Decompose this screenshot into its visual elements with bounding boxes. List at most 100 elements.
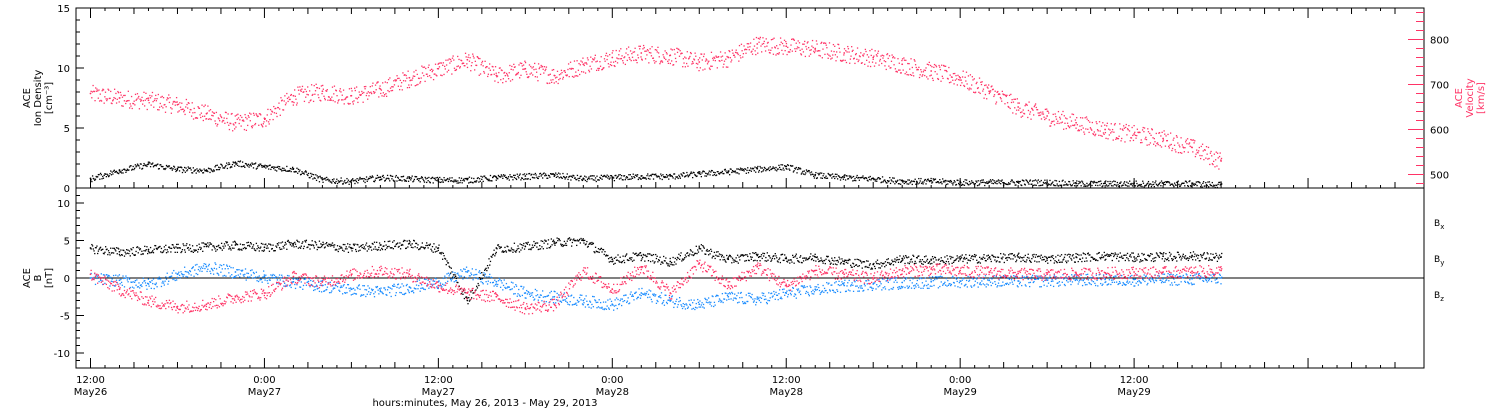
bx-series-sample: [555, 242, 557, 244]
bx-series-sample: [442, 252, 445, 255]
velocity-series-sample: [123, 100, 126, 102]
density-series-sample: [1190, 185, 1192, 188]
density-series-sample: [502, 174, 505, 176]
bx-series-sample: [399, 248, 402, 250]
velocity-series-sample: [755, 36, 758, 39]
density-series-sample: [615, 177, 618, 179]
density-series-sample: [705, 175, 708, 177]
velocity-series-sample: [946, 77, 949, 80]
density-series-sample: [1000, 180, 1003, 182]
velocity-series-sample: [312, 100, 315, 103]
velocity-series-sample: [982, 88, 985, 90]
velocity-series-sample: [876, 55, 878, 57]
density-series-sample: [1220, 181, 1222, 183]
bx-series-sample: [176, 251, 179, 253]
density-series-sample: [1063, 184, 1066, 186]
velocity-series-sample: [697, 59, 700, 61]
density-series-sample: [753, 170, 755, 172]
bx-series-sample: [362, 247, 365, 250]
velocity-series-sample: [308, 101, 310, 104]
density-series-sample: [1129, 180, 1131, 182]
bx-series-sample: [313, 247, 316, 249]
density-series-sample: [434, 177, 436, 180]
density-series-sample: [257, 165, 259, 168]
bx-series-sample: [681, 260, 683, 262]
velocity-series-sample: [157, 93, 159, 96]
velocity-series-sample: [1143, 131, 1145, 133]
velocity-series-sample: [980, 81, 982, 83]
bx-series-sample: [170, 251, 172, 253]
bx-series-sample: [595, 250, 597, 252]
velocity-series-sample: [1215, 151, 1217, 153]
velocity-series-sample: [92, 84, 94, 87]
velocity-series-sample: [410, 84, 413, 86]
density-series-sample: [624, 179, 626, 181]
velocity-series-sample: [892, 57, 894, 59]
bx-series-sample: [594, 252, 596, 254]
density-series-sample: [122, 172, 124, 174]
density-series-sample: [174, 168, 176, 171]
velocity-series-sample: [917, 69, 919, 71]
velocity-series-sample: [98, 89, 100, 91]
density-series-sample: [351, 179, 353, 181]
density-series-sample: [445, 179, 447, 181]
velocity-series-sample: [1023, 113, 1026, 115]
velocity-series-point: [698, 61, 701, 63]
velocity-series-sample: [1032, 109, 1034, 111]
density-series-sample: [323, 178, 325, 180]
density-series-sample: [786, 164, 789, 166]
density-series-sample: [877, 176, 879, 179]
velocity-series-sample: [973, 78, 975, 80]
bx-series-sample: [867, 260, 869, 262]
density-series-sample: [870, 179, 872, 181]
bx-series-sample: [628, 257, 631, 259]
bx-series-sample: [724, 260, 726, 262]
density-series-sample: [294, 170, 297, 173]
bx-series-sample: [185, 244, 187, 247]
density-series-sample: [1143, 186, 1145, 188]
bx-series-sample: [139, 248, 142, 250]
bx-series-sample: [416, 247, 418, 249]
density-series-sample: [512, 179, 514, 181]
density-series-point: [1046, 181, 1049, 183]
velocity-series-sample: [666, 53, 668, 55]
velocity-series-sample: [750, 51, 752, 53]
velocity-series-sample: [419, 82, 421, 84]
velocity-series-sample: [371, 85, 373, 87]
velocity-series-sample: [265, 120, 268, 122]
density-series-sample: [507, 176, 510, 178]
velocity-series-sample: [637, 57, 640, 59]
bx-series-point: [669, 260, 672, 263]
bx-series-sample: [914, 260, 916, 263]
density-series-sample: [1176, 181, 1178, 184]
bx-series-sample: [140, 253, 142, 256]
density-series-sample: [358, 178, 360, 180]
density-series-sample: [1031, 183, 1033, 185]
velocity-series-sample: [1211, 155, 1213, 157]
velocity-series-sample: [986, 86, 988, 88]
velocity-series-sample: [729, 57, 732, 59]
velocity-series-sample: [595, 61, 597, 63]
density-series-sample: [246, 164, 248, 166]
velocity-series-sample: [683, 62, 685, 64]
density-series-sample: [1169, 184, 1171, 186]
bx-series-sample: [673, 264, 675, 266]
velocity-series-sample: [890, 67, 892, 69]
bx-series-sample: [444, 257, 446, 260]
velocity-series-sample: [746, 48, 748, 51]
velocity-series-sample: [556, 70, 559, 72]
density-series-sample: [747, 167, 749, 169]
bx-series-sample: [553, 242, 555, 245]
velocity-series-sample: [943, 65, 945, 67]
density-series-sample: [1041, 184, 1043, 187]
velocity-series-sample: [1063, 128, 1065, 130]
velocity-series-sample: [804, 40, 806, 43]
density-series-sample: [694, 174, 697, 177]
velocity-series-sample: [1141, 129, 1144, 131]
bx-series-sample: [286, 240, 289, 242]
density-series-sample: [207, 170, 209, 173]
density-series-sample: [163, 168, 165, 170]
velocity-series-sample: [788, 51, 790, 53]
velocity-series-sample: [570, 68, 572, 70]
density-series-sample: [725, 170, 727, 172]
